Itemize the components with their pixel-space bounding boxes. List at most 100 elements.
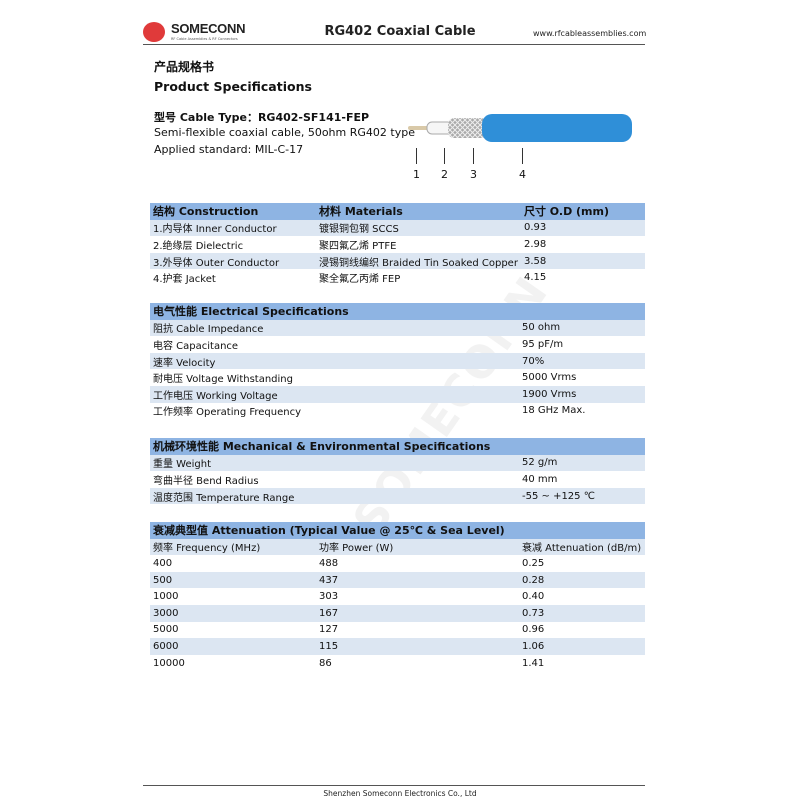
cell: 52 g/m — [519, 454, 645, 472]
table-row: 工作电压 Working Voltage 1900 Vrms — [150, 385, 645, 403]
header-cell: 尺寸 O.D (mm) — [520, 203, 645, 220]
table-row: 2.绝缘层 Dielectric 聚四氟乙烯 PTFE 2.98 — [150, 236, 645, 253]
brand-name: SOMECONN — [171, 21, 246, 36]
table-row: 电容 Capacitance 95 pF/m — [150, 336, 645, 353]
cable-diagram — [408, 114, 632, 142]
cell: 18 GHz Max. — [522, 405, 586, 417]
callout-line — [473, 148, 474, 164]
table-row: 6000 115 1.06 — [150, 638, 645, 655]
electrical-table: 电气性能 Electrical Specifications 阻抗 Cable … — [150, 303, 645, 419]
table-row: 400 488 0.25 — [150, 555, 645, 572]
header-cell: 机械环境性能 Mechanical & Environmental Specif… — [150, 438, 645, 455]
table-row: 弯曲半径 Bend Radius 40 mm — [150, 471, 645, 488]
table-row: 温度范围 Temperature Range -55 ~ +125 ℃ — [150, 487, 645, 505]
cell: 115 — [316, 638, 519, 655]
footer-company: Shenzhen Someconn Electronics Co., Ltd — [323, 789, 477, 798]
column-header-row: 频率 Frequency (MHz) 功率 Power (W) 衰减 Attenua… — [150, 538, 645, 556]
cell: 10000 — [153, 657, 185, 669]
cell: 4.15 — [523, 272, 547, 284]
cell: 500 — [150, 571, 316, 589]
table-header-row: 机械环境性能 Mechanical & Environmental Specif… — [150, 438, 645, 455]
header-divider — [143, 44, 645, 45]
table-row: 耐电压 Voltage Withstanding 5000 Vrms — [150, 369, 645, 386]
cell: 1.41 — [522, 657, 545, 669]
cell: 40 mm — [522, 473, 558, 485]
document-title: RG402 Coaxial Cable — [324, 24, 476, 39]
cell: 0.25 — [522, 557, 545, 569]
cell: 5000 Vrms — [522, 372, 577, 384]
cell: 0.93 — [520, 219, 645, 237]
cell: 303 — [319, 591, 339, 603]
callout-line — [444, 148, 445, 164]
table-row: 1.内导体 Inner Conductor 镀银铜包钢 SCCS 0.93 — [150, 219, 645, 237]
construction-table: 结构 Construction 材料 Materials 尺寸 O.D (mm)… — [150, 203, 645, 286]
cell: 86 — [319, 657, 332, 669]
cell: 1000 — [153, 591, 179, 603]
table-row: 工作频率 Operating Frequency 18 GHz Max. — [150, 403, 645, 420]
cable-type: 型号 Cable Type：RG402-SF141-FEP — [154, 111, 370, 124]
table-row: 速率 Velocity 70% — [150, 352, 645, 370]
table-row: 1000 303 0.40 — [150, 588, 645, 605]
cell: -55 ~ +125 ℃ — [519, 487, 645, 505]
cell: 167 — [316, 604, 519, 622]
table-header-row: 结构 Construction 材料 Materials 尺寸 O.D (mm) — [150, 203, 645, 220]
cell: 3.外导体 Outer Conductor — [150, 252, 316, 270]
brand-tagline: RF Cable Assemblies & RF Connectors — [171, 37, 238, 41]
table-row: 4.护套 Jacket 聚全氟乙丙烯 FEP 4.15 — [150, 269, 645, 286]
callout-line — [522, 148, 523, 164]
cell: 437 — [316, 571, 519, 589]
cell: 浸锡铜线编织 Braided Tin Soaked Copper — [316, 252, 521, 270]
cell: 400 — [153, 557, 173, 569]
cell: 工作频率 Operating Frequency — [153, 407, 302, 419]
cell: 速率 Velocity — [150, 352, 316, 370]
cell: 6000 — [150, 638, 316, 655]
column-header: 频率 Frequency (MHz) — [150, 538, 316, 556]
applied-standard: Applied standard: MIL-C-17 — [154, 143, 304, 156]
column-header: 衰减 Attenuation (dB/m) — [519, 538, 645, 556]
table-row: 500 437 0.28 — [150, 571, 645, 589]
title-english: Product Specifications — [154, 79, 312, 94]
header-cell: 衰减典型值 Attenuation (Typical Value @ 25℃ &… — [150, 522, 645, 539]
callout-label: 1 — [413, 168, 420, 181]
cell: 温度范围 Temperature Range — [150, 487, 316, 505]
cell: 127 — [319, 624, 339, 636]
jacket — [482, 114, 632, 142]
table-row: 3.外导体 Outer Conductor 浸锡铜线编织 Braided Tin … — [150, 252, 645, 270]
header-cell: 结构 Construction — [150, 203, 316, 220]
table-row: 5000 127 0.96 — [150, 622, 645, 639]
table-row: 阻抗 Cable Impedance 50 ohm — [150, 319, 645, 337]
table-row: 10000 86 1.41 — [150, 655, 645, 672]
cell: 1900 Vrms — [519, 385, 645, 403]
cell: 1.06 — [519, 638, 645, 655]
cell: 3000 — [150, 604, 316, 622]
header-cell: 材料 Materials — [316, 203, 521, 220]
cell: 0.96 — [522, 624, 545, 636]
callout-label: 2 — [441, 168, 448, 181]
cell: 95 pF/m — [522, 338, 564, 350]
callout-label: 4 — [519, 168, 526, 181]
cell: 聚四氟乙烯 PTFE — [319, 240, 397, 252]
table-header-row: 衰减典型值 Attenuation (Typical Value @ 25℃ &… — [150, 522, 645, 539]
outer-conductor — [448, 118, 492, 138]
cell: 0.40 — [522, 591, 545, 603]
website-link[interactable]: www.rfcableassemblies.com — [533, 29, 647, 38]
cell: 阻抗 Cable Impedance — [150, 319, 316, 337]
callout-line — [416, 148, 417, 164]
cell: 重量 Weight — [150, 454, 316, 472]
table-header-row: 电气性能 Electrical Specifications — [150, 303, 645, 320]
mechanical-table: 机械环境性能 Mechanical & Environmental Specif… — [150, 438, 645, 505]
cell: 3.58 — [520, 252, 645, 270]
cell: 0.73 — [519, 604, 645, 622]
cell: 70% — [519, 352, 645, 370]
cell: 镀银铜包钢 SCCS — [316, 219, 521, 237]
attenuation-table: 衰减典型值 Attenuation (Typical Value @ 25℃ &… — [150, 522, 645, 671]
cell: 488 — [319, 557, 339, 569]
cell: 4.护套 Jacket — [153, 274, 216, 286]
title-chinese: 产品规格书 — [154, 60, 215, 74]
cell: 2.绝缘层 Dielectric — [153, 240, 244, 252]
cell: 5000 — [153, 624, 179, 636]
header-cell: 电气性能 Electrical Specifications — [150, 303, 645, 320]
cell: 电容 Capacitance — [153, 340, 239, 352]
cell: 50 ohm — [519, 319, 645, 337]
